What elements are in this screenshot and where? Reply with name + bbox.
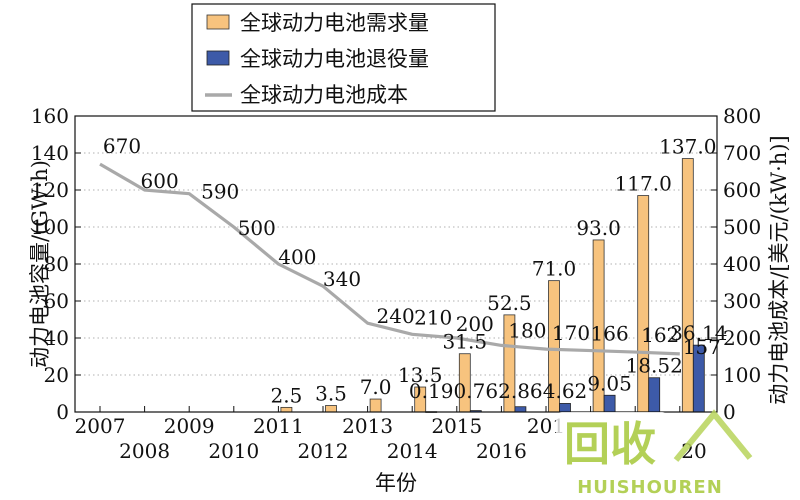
demand-value-label: 7.0 <box>360 375 392 399</box>
data-labels: 2.5 3.5 7.013.531.5 52.571.0 93.0 117.0 137.0 0… <box>103 134 728 407</box>
cost-value-label: 180 <box>508 318 546 342</box>
legend-box <box>191 3 496 112</box>
watermark: 回收 HUISHOUREN <box>556 409 753 498</box>
cost-value-label: 210 <box>414 305 452 329</box>
cost-value-label: 157 <box>683 335 721 359</box>
x-tick-label: 2014 <box>387 439 438 463</box>
bar-demand <box>325 405 337 413</box>
demand-value-label: 2.5 <box>270 383 302 407</box>
cost-line <box>99 162 680 356</box>
cost-value-label: 340 <box>323 267 361 291</box>
cost-value-label: 590 <box>201 180 239 204</box>
legend-swatch-retire <box>206 50 230 66</box>
y-left-tick-label: 120 <box>31 178 69 202</box>
cost-value-label: 162 <box>641 323 679 347</box>
bar-demand <box>637 195 650 413</box>
retire-value-label: 18.52 <box>626 354 683 378</box>
x-tick-label: 2008 <box>119 439 170 463</box>
x-tick-label: 2015 <box>431 414 482 438</box>
x-tick-label: 2012 <box>298 439 349 463</box>
bar-retire <box>559 403 571 413</box>
retire-value-label: 4.62 <box>543 379 588 403</box>
x-tick-label: 2013 <box>342 414 393 438</box>
legend-label-retire: 全球动力电池退役量 <box>240 47 429 71</box>
watermark-leaf-mark <box>673 409 753 462</box>
y-right-tick-label: 800 <box>723 104 761 128</box>
demand-value-label: 117.0 <box>615 172 672 196</box>
cost-value-label: 200 <box>456 312 494 336</box>
axes: 0204060801001201401600100200300400500600… <box>28 104 791 495</box>
retire-value-label: 2.86 <box>498 379 543 403</box>
bar-demand <box>681 158 694 413</box>
cost-line-path <box>99 162 680 356</box>
x-axis-title: 年份 <box>375 471 417 495</box>
cost-value-label: 166 <box>591 322 629 346</box>
x-tick-label: 2010 <box>208 439 259 463</box>
retire-value-label: 0.76 <box>454 379 499 403</box>
y-left-axis-title: 动力电池容量/(GW·h) <box>28 160 52 368</box>
y-right-tick-label: 300 <box>723 289 761 313</box>
y-right-tick-label: 700 <box>723 141 761 165</box>
retire-value-label: 0.19 <box>409 379 454 403</box>
y-right-tick-label: 500 <box>723 215 761 239</box>
legend-label-demand: 全球动力电池需求量 <box>240 11 429 35</box>
cost-value-label: 170 <box>552 321 590 345</box>
y-right-tick-label: 600 <box>723 178 761 202</box>
cost-value-label: 670 <box>103 134 141 158</box>
retire-value-label: 9.05 <box>587 371 632 395</box>
demand-value-label: 13.5 <box>398 363 443 387</box>
bar-retire <box>648 377 661 413</box>
y-right-tick-label: 0 <box>723 400 736 424</box>
y-left-tick-label: 100 <box>31 215 69 239</box>
y-right-tick-label: 400 <box>723 252 761 276</box>
y-left-tick-label: 40 <box>44 326 69 350</box>
bar-retire <box>603 394 616 413</box>
y-left-tick-label: 80 <box>44 252 69 276</box>
legend-label-cost: 全球动力电池成本 <box>240 83 408 107</box>
bar-demand <box>369 398 382 413</box>
y-left-tick-label: 160 <box>31 104 69 128</box>
demand-value-label: 31.5 <box>443 330 488 354</box>
y-right-tick-label: 200 <box>723 326 761 350</box>
demand-value-label: 3.5 <box>315 382 347 406</box>
demand-value-label: 93.0 <box>576 216 621 240</box>
cost-value-label: 400 <box>278 245 316 269</box>
demand-value-label: 71.0 <box>532 257 577 281</box>
x-tick-label: 2016 <box>476 439 527 463</box>
demand-value-label: 137.0 <box>659 135 716 159</box>
y-left-tick-label: 140 <box>31 141 69 165</box>
demand-value-label: 52.5 <box>487 291 532 315</box>
y-left-tick-label: 60 <box>44 289 69 313</box>
bars <box>280 158 705 413</box>
bar-demand <box>280 406 293 413</box>
watermark-logo-text: 回收 <box>564 417 656 471</box>
x-tick-label: 2011 <box>253 414 304 438</box>
watermark-backdrop <box>556 412 668 472</box>
cost-value-label: 600 <box>141 169 179 193</box>
legend-swatch-demand <box>206 14 230 30</box>
y-left-tick-label: 0 <box>56 400 69 424</box>
cost-value-label: 240 <box>377 304 415 328</box>
x-tick-label: 2007 <box>75 414 126 438</box>
bar-retire <box>514 406 527 413</box>
watermark-subtext: HUISHOUREN <box>577 477 723 498</box>
y-right-tick-label: 100 <box>723 363 761 387</box>
y-right-axis-title: 动力电池成本/[美元/(kW·h)] <box>767 135 791 404</box>
x-tick-label: 2009 <box>164 414 215 438</box>
retire-value-label: 36.14 <box>670 321 727 345</box>
cost-value-label: 500 <box>238 216 276 240</box>
y-left-tick-label: 20 <box>44 363 69 387</box>
